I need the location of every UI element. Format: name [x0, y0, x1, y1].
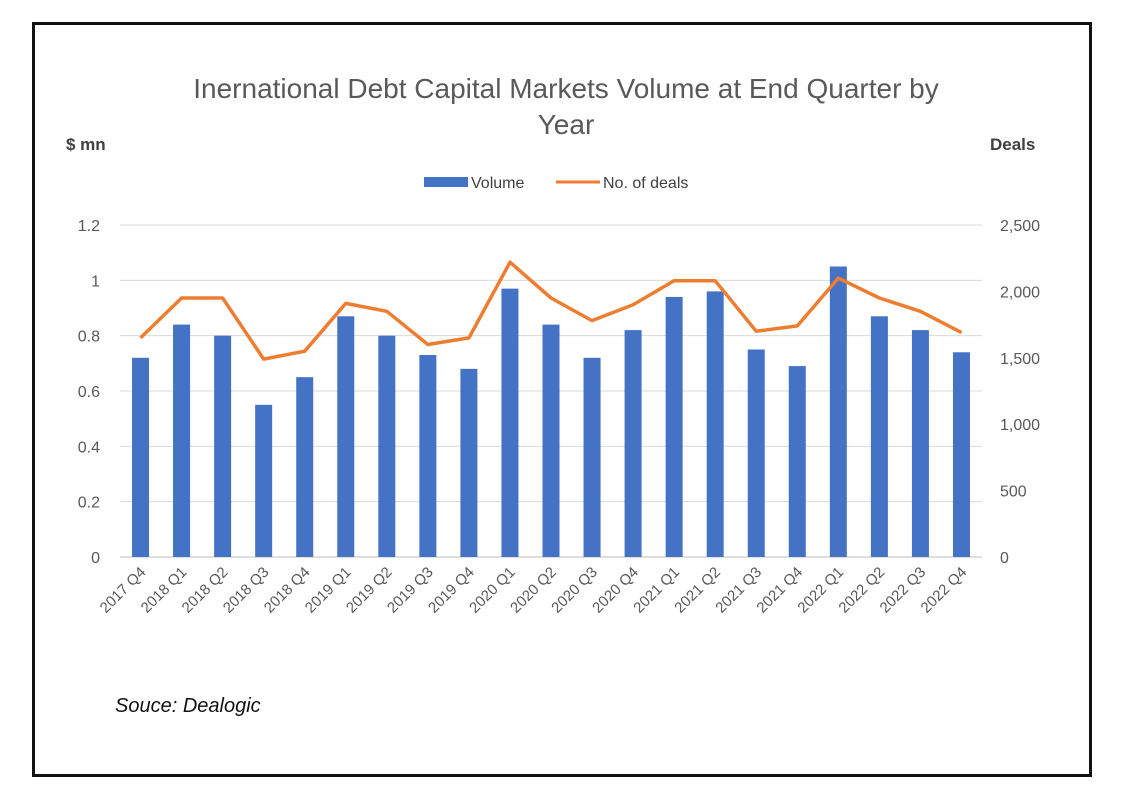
volume-bar	[214, 335, 232, 557]
right-axis-tick-label: 0	[1000, 550, 1009, 567]
left-axis-unit-label: $ mn	[66, 135, 106, 154]
chart-title-line1: Inernational Debt Capital Markets Volume…	[193, 73, 939, 104]
volume-bar	[419, 355, 437, 557]
right-axis-tick-label: 1,000	[1000, 417, 1040, 434]
legend-volume-label: Volume	[471, 175, 524, 192]
left-axis-tick-label: 1.2	[78, 218, 100, 235]
deals-line	[139, 260, 963, 361]
right-axis-tick-label: 1,500	[1000, 351, 1040, 368]
volume-bar	[788, 366, 806, 557]
volume-bar	[132, 357, 150, 557]
left-axis-tick-label: 0	[91, 550, 100, 567]
legend-volume-swatch	[424, 177, 468, 187]
volume-bar	[952, 352, 970, 557]
volume-bar	[542, 324, 560, 557]
chart-title-line2: Year	[538, 109, 595, 140]
volume-bar	[583, 357, 601, 557]
legend-deals-label: No. of deals	[603, 175, 688, 192]
volume-bar	[460, 368, 478, 557]
volume-bar	[624, 330, 642, 557]
volume-bar	[747, 349, 765, 557]
volume-bar	[255, 404, 273, 557]
volume-bar	[706, 291, 724, 557]
left-axis-tick-label: 0.4	[78, 439, 100, 456]
left-axis-tick-label: 0.6	[78, 384, 100, 401]
volume-bar	[829, 266, 847, 557]
right-axis-tick-label: 2,500	[1000, 218, 1040, 235]
volume-bar	[378, 335, 396, 557]
right-axis-unit-label: Deals	[990, 135, 1035, 154]
volume-bar	[911, 330, 929, 557]
volume-bar	[665, 296, 683, 557]
volume-bar	[501, 288, 519, 557]
x-axis-tick-label: 2022 Q4	[918, 564, 971, 617]
volume-bar	[337, 316, 355, 557]
source-note: Souce: Dealogic	[115, 695, 261, 717]
right-axis-tick-label: 2,000	[1000, 284, 1040, 301]
volume-bar	[173, 324, 191, 557]
left-axis-tick-label: 1	[91, 273, 100, 290]
left-axis-tick-label: 0.2	[78, 495, 100, 512]
volume-bar	[870, 316, 888, 557]
volume-bar	[296, 377, 314, 557]
right-axis-tick-label: 500	[1000, 484, 1027, 501]
left-axis-tick-label: 0.8	[78, 329, 100, 346]
